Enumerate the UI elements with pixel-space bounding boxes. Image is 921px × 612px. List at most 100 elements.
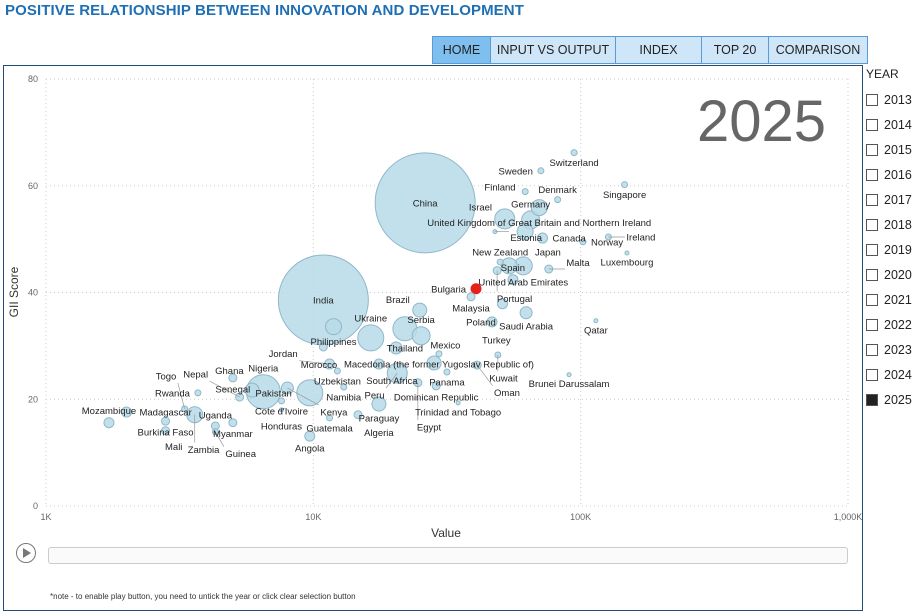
bubble-point[interactable] bbox=[516, 223, 534, 241]
bubble-point[interactable] bbox=[521, 188, 529, 196]
checkbox-icon[interactable] bbox=[866, 393, 878, 406]
bubble-point[interactable] bbox=[566, 372, 572, 378]
nav-index-button[interactable]: INDEX bbox=[616, 37, 702, 63]
bubble-point[interactable] bbox=[278, 407, 284, 413]
bubble-point[interactable] bbox=[426, 355, 442, 371]
bubble-point[interactable] bbox=[228, 418, 238, 428]
bubble-point[interactable] bbox=[593, 318, 599, 324]
bubble-point[interactable] bbox=[103, 417, 115, 429]
bubble-point[interactable] bbox=[500, 257, 518, 275]
bubble-labels: Switzerland Sweden Singapore Finland United … bbox=[82, 158, 656, 460]
bubble-point[interactable] bbox=[412, 302, 428, 318]
bubble-point[interactable] bbox=[340, 383, 348, 391]
bubble-point[interactable] bbox=[470, 283, 482, 295]
checkbox-icon[interactable] bbox=[866, 118, 878, 131]
checkbox-icon[interactable] bbox=[866, 293, 878, 306]
bubble-point[interactable] bbox=[353, 410, 363, 420]
bubble-point[interactable] bbox=[161, 426, 171, 436]
bubble-point[interactable] bbox=[357, 324, 385, 352]
year-option-2021[interactable]: 2021 bbox=[866, 287, 921, 312]
checkbox-icon[interactable] bbox=[866, 368, 878, 381]
bubble-point[interactable] bbox=[486, 316, 498, 328]
checkbox-icon[interactable] bbox=[866, 143, 878, 156]
y-tick-label: 60 bbox=[28, 181, 38, 191]
bubble-point[interactable] bbox=[325, 318, 343, 336]
label-leader-line bbox=[287, 387, 320, 406]
nav-top20-button[interactable]: TOP 20 bbox=[702, 37, 769, 63]
bubble-point[interactable] bbox=[318, 342, 328, 352]
bubble-point[interactable] bbox=[228, 373, 238, 383]
bubble-point[interactable] bbox=[494, 208, 516, 230]
checkbox-icon[interactable] bbox=[866, 268, 878, 281]
bubble-point[interactable] bbox=[333, 367, 341, 375]
checkbox-icon[interactable] bbox=[866, 218, 878, 231]
bubble-point[interactable] bbox=[624, 250, 630, 256]
year-option-2015[interactable]: 2015 bbox=[866, 137, 921, 162]
play-button[interactable] bbox=[16, 543, 36, 563]
nav-input-vs-output-button[interactable]: INPUT VS OUTPUT bbox=[491, 37, 616, 63]
bubble-point[interactable] bbox=[277, 397, 285, 405]
bubble-label: Honduras bbox=[261, 421, 302, 432]
bubble-point[interactable] bbox=[374, 152, 476, 254]
bubble-point[interactable] bbox=[304, 430, 316, 442]
bubble-label: Brazil bbox=[386, 295, 410, 306]
checkbox-icon[interactable] bbox=[866, 243, 878, 256]
bubble-point[interactable] bbox=[411, 326, 431, 346]
nav-comparison-button[interactable]: COMPARISON bbox=[769, 37, 867, 63]
bubble-point[interactable] bbox=[326, 414, 334, 422]
checkbox-icon[interactable] bbox=[866, 343, 878, 356]
checkbox-icon[interactable] bbox=[866, 168, 878, 181]
bubble-point[interactable] bbox=[554, 196, 562, 204]
bubble-point[interactable] bbox=[570, 149, 578, 157]
bubble-point[interactable] bbox=[621, 181, 629, 189]
bubble-point[interactable] bbox=[389, 341, 403, 355]
bubble-label: Switzerland bbox=[550, 158, 599, 169]
y-axis-title: GII Score bbox=[7, 266, 21, 317]
year-option-2017[interactable]: 2017 bbox=[866, 187, 921, 212]
bubble-point[interactable] bbox=[244, 382, 260, 398]
checkbox-icon[interactable] bbox=[866, 193, 878, 206]
year-option-2020[interactable]: 2020 bbox=[866, 262, 921, 287]
bubble-point[interactable] bbox=[455, 400, 461, 406]
year-option-2016[interactable]: 2016 bbox=[866, 162, 921, 187]
checkbox-icon[interactable] bbox=[866, 318, 878, 331]
note-text: *note - to enable play button, you need … bbox=[50, 592, 356, 601]
year-option-2025[interactable]: 2025 bbox=[866, 387, 921, 412]
bubble-point[interactable] bbox=[435, 350, 443, 358]
nav-home-button[interactable]: HOME bbox=[433, 37, 491, 63]
bubble-point[interactable] bbox=[371, 396, 387, 412]
bubble-point[interactable] bbox=[537, 232, 549, 244]
bubble-point[interactable] bbox=[373, 358, 385, 370]
bubble-point[interactable] bbox=[443, 368, 451, 376]
bubble-label: Malta bbox=[566, 258, 590, 269]
bubble-point[interactable] bbox=[161, 416, 171, 426]
bubble-point[interactable] bbox=[466, 292, 476, 302]
bubble-label: Pakistan bbox=[255, 388, 291, 399]
y-tick-label: 80 bbox=[28, 74, 38, 84]
bubble-point[interactable] bbox=[579, 238, 587, 246]
bubble-point[interactable] bbox=[496, 258, 504, 266]
checkbox-icon[interactable] bbox=[866, 93, 878, 106]
bubble-point[interactable] bbox=[194, 389, 202, 397]
bubble-label: Nepal bbox=[183, 370, 208, 381]
bubble-point[interactable] bbox=[507, 274, 519, 286]
year-option-2018[interactable]: 2018 bbox=[866, 212, 921, 237]
year-option-2023[interactable]: 2023 bbox=[866, 337, 921, 362]
bubble-point[interactable] bbox=[537, 167, 545, 175]
bubble-point[interactable] bbox=[496, 298, 508, 310]
year-option-2022[interactable]: 2022 bbox=[866, 312, 921, 337]
year-option-2019[interactable]: 2019 bbox=[866, 237, 921, 262]
bubble-point[interactable] bbox=[120, 406, 132, 418]
bubble-label: Guatemala bbox=[306, 423, 353, 434]
year-option-2013[interactable]: 2013 bbox=[866, 87, 921, 112]
bubble-point[interactable] bbox=[530, 199, 548, 217]
bubble-label: Spain bbox=[501, 263, 525, 274]
bubble-label: Namibia bbox=[326, 392, 362, 403]
year-option-2014[interactable]: 2014 bbox=[866, 112, 921, 137]
year-option-2024[interactable]: 2024 bbox=[866, 362, 921, 387]
bubble-label: Myanmar bbox=[213, 429, 253, 440]
play-axis-slider[interactable] bbox=[48, 547, 848, 564]
bubble-point[interactable] bbox=[519, 306, 533, 320]
bubble-point[interactable] bbox=[431, 381, 441, 391]
bubble-label: Mozambique bbox=[82, 406, 136, 417]
